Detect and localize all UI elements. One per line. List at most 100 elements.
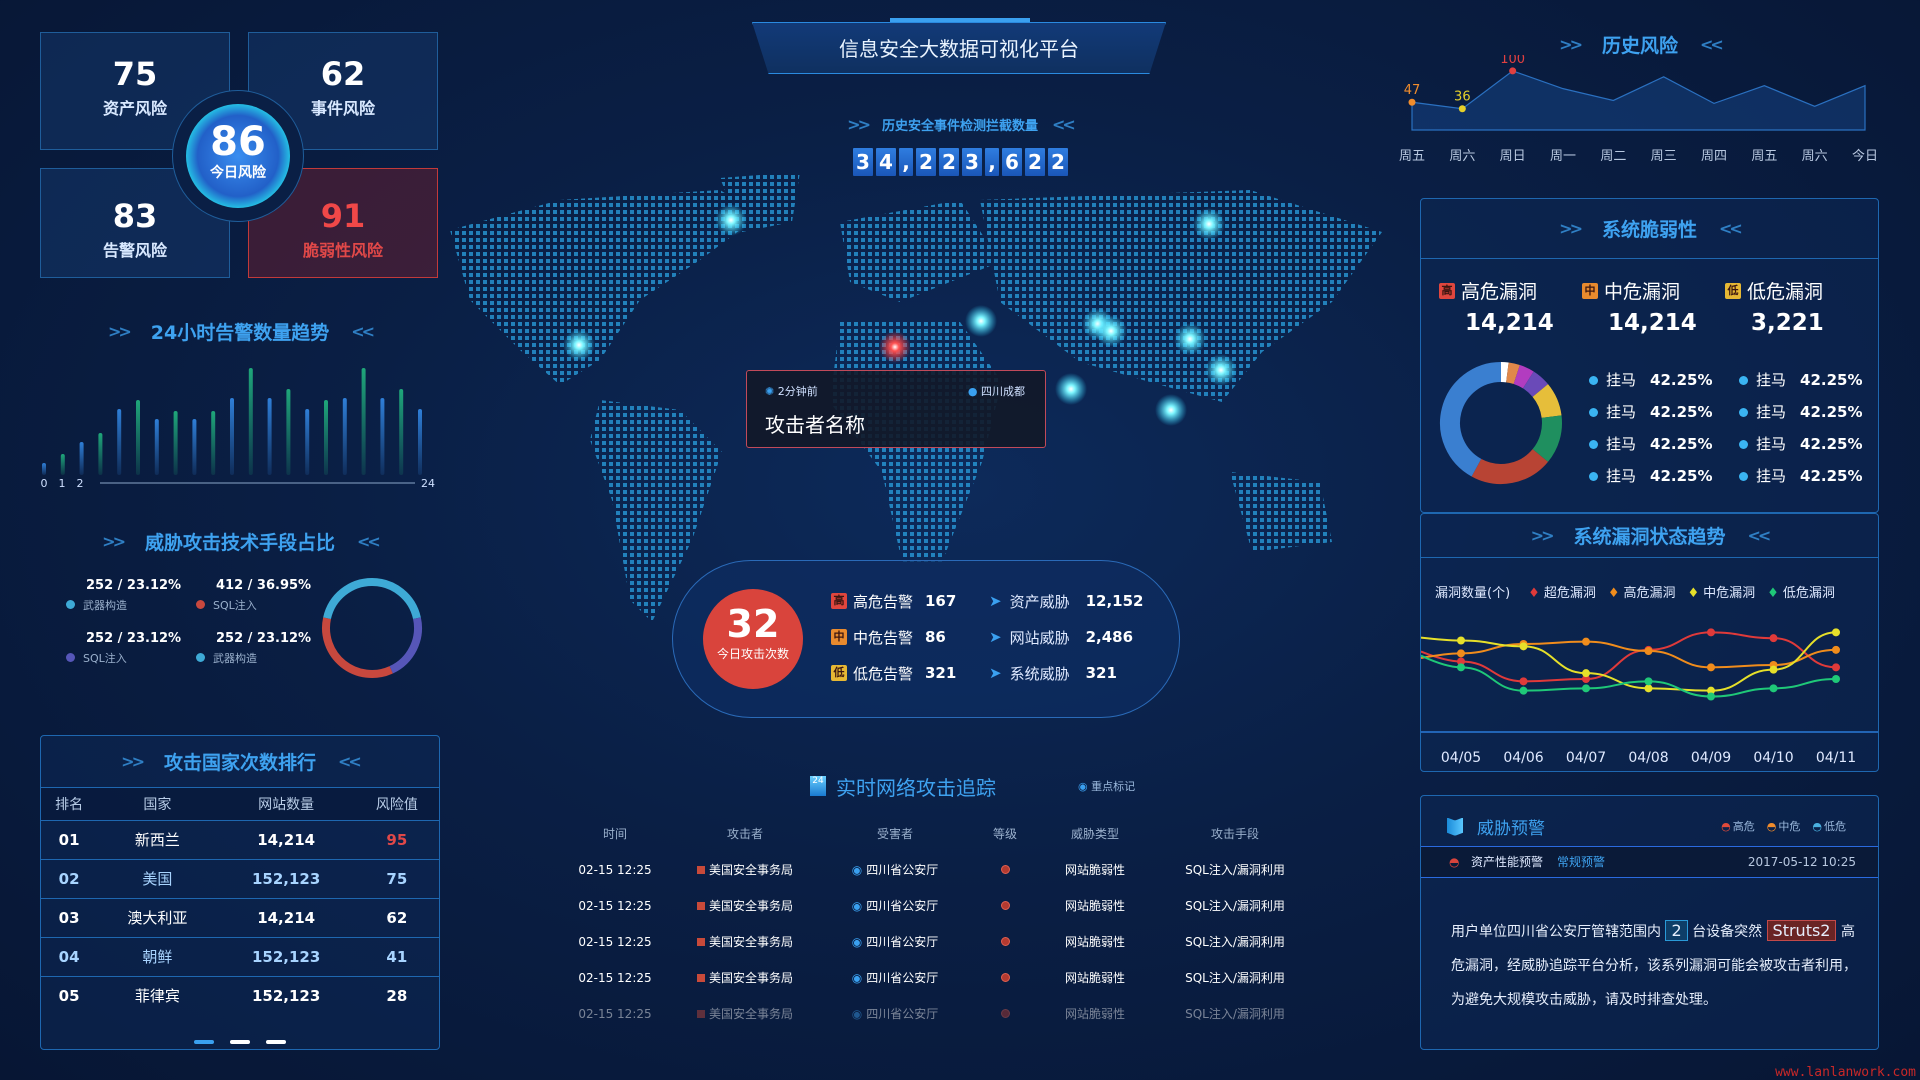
history-risk-data-label: 47 — [1404, 83, 1421, 98]
vulnerability-panel: >> 系统脆弱性 << 高高危漏洞 14,214 中中危漏洞 14,214 低低危漏洞 3… — [1420, 198, 1879, 513]
threat-donut-slice — [322, 617, 393, 678]
tracking-cell: 02-15 12:25 — [560, 960, 670, 996]
tracking-cell: SQL注入/漏洞利用 — [1150, 924, 1320, 960]
x-tick-label: 0 — [41, 477, 48, 490]
tracking-row[interactable]: 02-15 12:25 美国安全事务局 ◉ 四川省公安厅 网站脆弱性 SQL注入/漏洞利用 — [560, 852, 1320, 888]
tracking-row[interactable]: 02-15 12:25 美国安全事务局 ◉ 四川省公安厅 网站脆弱性 SQL注入/漏洞利用 — [560, 996, 1320, 1032]
ranking-title: >> 攻击国家次数排行 << — [41, 736, 439, 788]
threat-type-row[interactable]: ➤ 网站威胁 2,486 — [989, 619, 1169, 655]
threat-legend-label: 武器构造 — [66, 597, 196, 613]
attack-point[interactable] — [563, 329, 595, 361]
x-tick-label: 2 — [77, 477, 84, 490]
attack-point[interactable] — [1055, 373, 1087, 405]
vulnerability-legend-item: 挂马 42.25% — [1739, 465, 1879, 486]
today-attacks-circle[interactable]: 32 今日攻击次数 — [703, 589, 803, 689]
attack-point[interactable] — [715, 204, 747, 236]
vulnerability-level[interactable]: 低低危漏洞 3,221 — [1725, 277, 1868, 336]
x-tick-label: 24 — [421, 477, 435, 490]
attack-point[interactable] — [965, 305, 997, 337]
y-axis-label: 漏洞数量(个) — [1435, 586, 1511, 601]
pagination-dot[interactable] — [194, 1040, 214, 1044]
attack-point[interactable] — [1205, 354, 1237, 386]
trend-point — [1832, 645, 1840, 654]
trend-point — [1707, 663, 1715, 672]
ranking-row[interactable]: 01 新西兰 14,214 95 — [41, 820, 439, 859]
pagination-dot[interactable] — [266, 1040, 286, 1044]
vulnerability-legend-item: 挂马 42.25% — [1589, 401, 1739, 422]
vulnerability-level[interactable]: 高高危漏洞 14,214 — [1439, 277, 1582, 336]
vulnerability-level-header: 低低危漏洞 — [1725, 277, 1868, 304]
pagination-dot[interactable] — [230, 1040, 250, 1044]
vuln-trend-legend: 漏洞数量(个) ♦ 超危漏洞 ♦ 高危漏洞 ♦ 中危漏洞 ♦ 低危漏洞 — [1435, 582, 1847, 601]
chevron-right-icon: >> — [1559, 34, 1583, 54]
legend-label: 挂马 — [1756, 435, 1787, 453]
warning-message: 用户单位四川省公安厅管辖范围内 2 台设备突然 Struts2 高危漏洞，经威胁… — [1451, 914, 1861, 1017]
warning-legend-label[interactable]: 中危 — [1778, 820, 1801, 833]
ranking-row[interactable]: 04 朝鲜 152,123 41 — [41, 937, 439, 976]
ranking-row[interactable]: 05 菲律宾 152,123 28 — [41, 976, 439, 1015]
attack-point[interactable] — [1095, 315, 1127, 347]
tracking-row[interactable]: 02-15 12:25 美国安全事务局 ◉ 四川省公安厅 网站脆弱性 SQL注入/漏洞利用 — [560, 924, 1320, 960]
threat-type-row[interactable]: ➤ 系统威胁 321 — [989, 655, 1169, 691]
tooltip-attacker-name: 攻击者名称 — [765, 413, 865, 437]
alert-level-row[interactable]: 高高危告警 167 — [831, 583, 981, 619]
trend-point — [1457, 663, 1465, 672]
ranking-header-row: 排名 国家 网站数量 风险值 — [41, 788, 439, 820]
alert-bar — [117, 409, 122, 475]
history-risk-area — [1411, 70, 1866, 131]
alert-trend-bar-chart: 0 1 2 24 — [41, 368, 435, 490]
vulnerability-level-header: 中中危漏洞 — [1582, 277, 1725, 304]
ranking-cell: 04 — [58, 947, 80, 966]
world-map[interactable] — [430, 170, 1410, 750]
chevron-left-icon: << — [351, 321, 375, 341]
attacker-tooltip[interactable]: ✺ 2分钟前 ● 四川成都 攻击者名称 — [746, 370, 1046, 448]
tracking-cell: ◉ 四川省公安厅 — [820, 960, 970, 996]
victim-marker-icon: ◉ — [851, 863, 863, 877]
alert-level-value: 321 — [925, 664, 957, 682]
vulnerability-level[interactable]: 中中危漏洞 14,214 — [1582, 277, 1725, 336]
tracking-row[interactable]: 02-15 12:25 美国安全事务局 ◉ 四川省公安厅 网站脆弱性 SQL注入/漏洞利用 — [560, 960, 1320, 996]
counter-digit: 2 — [916, 148, 936, 176]
warning-legend-label[interactable]: 低危 — [1824, 820, 1846, 833]
asset-risk-card[interactable]: 75 资产风险 — [40, 32, 230, 150]
clock-icon: ✺ — [765, 385, 775, 398]
ranking-row[interactable]: 02 美国 152,123 75 — [41, 859, 439, 898]
threat-type-value: 2,486 — [1085, 628, 1134, 646]
ranking-column-header: 风险值 — [375, 796, 418, 813]
tracking-row[interactable]: 02-15 12:25 美国安全事务局 ◉ 四川省公安厅 网站脆弱性 SQL注入/漏洞利用 — [560, 888, 1320, 924]
trend-point — [1832, 663, 1840, 672]
event-risk-label: 事件风险 — [310, 99, 375, 118]
today-risk-gauge[interactable]: 86 今日风险 — [186, 104, 290, 208]
ranking-cell: 菲律宾 — [134, 987, 180, 1006]
warning-item[interactable]: ◓ 资产性能预警 常规预警 2017-05-12 10:25 — [1421, 846, 1878, 878]
alert-bar — [418, 409, 422, 475]
attack-point[interactable] — [1155, 394, 1187, 426]
attack-point[interactable] — [1193, 208, 1225, 240]
attack-point[interactable] — [1174, 323, 1206, 355]
alert-level-list: 高高危告警 167 中中危告警 86 低低危告警 321 — [831, 583, 981, 691]
chevron-left-icon: << — [357, 531, 381, 551]
warning-device-count: 2 — [1665, 920, 1688, 941]
history-risk-point — [1509, 67, 1517, 75]
threat-type-row[interactable]: ➤ 资产威胁 12,152 — [989, 583, 1169, 619]
alert-bar — [342, 398, 347, 475]
alert-level-label: 中危告警 — [853, 628, 914, 647]
trend-x-tick-label: 04/06 — [1503, 750, 1543, 766]
series-name: 超危漏洞 — [1543, 586, 1596, 601]
attack-source-point[interactable] — [879, 331, 911, 363]
vulnerability-donut-slice — [1513, 364, 1534, 389]
ranking-title-text: 攻击国家次数排行 — [163, 752, 316, 774]
series-name: 高危漏洞 — [1623, 586, 1676, 601]
ranking-row[interactable]: 03 澳大利亚 14,214 62 — [41, 898, 439, 937]
legend-value: 42.25% — [1650, 435, 1713, 453]
threat-methods-donut — [322, 578, 422, 678]
tracking-cell-text: 四川省公安厅 — [866, 1007, 939, 1021]
alert-level-row[interactable]: 低低危告警 321 — [831, 655, 981, 691]
history-risk-point — [1408, 98, 1416, 106]
counter-digit: 2 — [1048, 148, 1068, 176]
continent-europe — [840, 200, 1000, 302]
warning-legend-label[interactable]: 高危 — [1732, 820, 1755, 833]
alert-level-row[interactable]: 中中危告警 86 — [831, 619, 981, 655]
legend-value: 42.25% — [1800, 371, 1863, 389]
threat-legend-item: 252 / 23.12% SQL注入 — [66, 631, 196, 666]
